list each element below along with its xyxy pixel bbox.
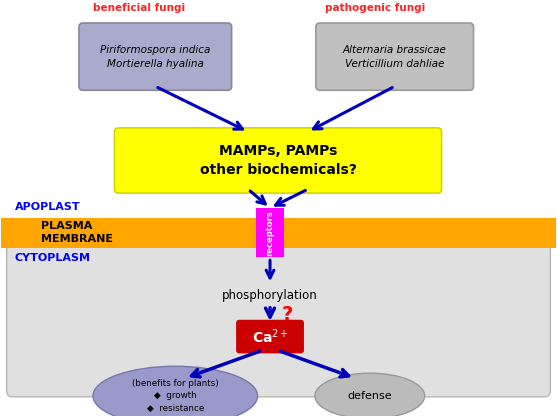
Text: CYTOPLASM: CYTOPLASM — [14, 253, 91, 263]
Text: defense: defense — [348, 391, 392, 401]
Text: Piriformospora indica
Mortierella hyalina: Piriformospora indica Mortierella hyalin… — [100, 45, 211, 69]
Ellipse shape — [315, 373, 424, 418]
Ellipse shape — [93, 366, 257, 418]
Text: receptors: receptors — [266, 210, 275, 255]
FancyBboxPatch shape — [114, 128, 442, 193]
FancyBboxPatch shape — [7, 242, 550, 397]
Text: MEMBRANE: MEMBRANE — [41, 234, 113, 244]
FancyBboxPatch shape — [79, 23, 232, 90]
Text: pathogenic fungi: pathogenic fungi — [325, 3, 425, 13]
Text: APOPLAST: APOPLAST — [14, 202, 80, 212]
Text: Ca$^{2+}$: Ca$^{2+}$ — [252, 327, 289, 346]
Text: Alternaria brassicae
Verticillium dahliae: Alternaria brassicae Verticillium dahlia… — [343, 45, 447, 69]
FancyBboxPatch shape — [236, 320, 304, 353]
Text: ?: ? — [282, 305, 294, 324]
Bar — [256, 208, 284, 257]
Text: phosphorylation: phosphorylation — [222, 288, 318, 301]
Text: beneficial fungi: beneficial fungi — [93, 3, 185, 13]
Text: PLASMA: PLASMA — [41, 221, 92, 231]
Bar — [1, 218, 556, 247]
Text: MAMPs, PAMPs
other biochemicals?: MAMPs, PAMPs other biochemicals? — [199, 144, 356, 177]
FancyBboxPatch shape — [316, 23, 473, 90]
Text: (benefits for plants)
◆  growth
◆  resistance: (benefits for plants) ◆ growth ◆ resista… — [132, 379, 219, 413]
